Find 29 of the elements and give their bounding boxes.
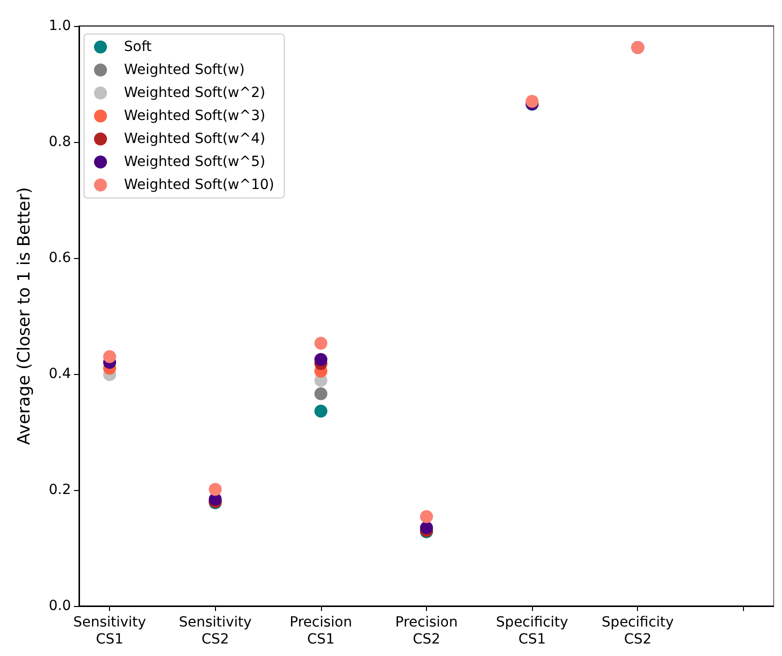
y-tick-label: 0.4 <box>48 366 72 382</box>
x-tick-label: Specificity CS2 <box>602 614 674 648</box>
y-tick-label: 0.6 <box>48 250 72 266</box>
point <box>526 94 539 108</box>
y-tick-label: 1.0 <box>48 18 71 34</box>
y-tick-label: 0.0 <box>48 598 71 614</box>
point <box>208 482 222 496</box>
legend-label: Weighted Soft(w^2) <box>124 85 266 101</box>
legend-label: Weighted Soft(w^3) <box>124 108 266 124</box>
legend-label: Weighted Soft(w^5) <box>124 154 266 170</box>
legend-label: Weighted Soft(w) <box>124 62 245 78</box>
legend-label: Weighted Soft(w^4) <box>124 131 266 147</box>
point <box>314 353 328 366</box>
y-tick-label: 0.2 <box>48 482 71 498</box>
point <box>420 510 433 524</box>
point <box>314 387 328 400</box>
x-tick-label: Specificity CS1 <box>496 614 568 648</box>
y-axis-title: Average (Closer to 1 is Better) <box>14 187 34 445</box>
x-tick-label: Precision CS2 <box>395 614 458 648</box>
x-tick-label: Sensitivity CS1 <box>73 614 146 648</box>
point <box>103 350 116 364</box>
point <box>420 521 433 534</box>
y-tick-label: 0.8 <box>48 134 71 150</box>
point <box>314 404 328 418</box>
legend-label: Soft <box>124 39 152 55</box>
x-tick-label: Sensitivity CS2 <box>178 614 252 648</box>
legend-label: Weighted Soft(w^10) <box>124 177 274 193</box>
x-tick-label: Precision CS1 <box>290 614 352 648</box>
point <box>314 336 328 350</box>
